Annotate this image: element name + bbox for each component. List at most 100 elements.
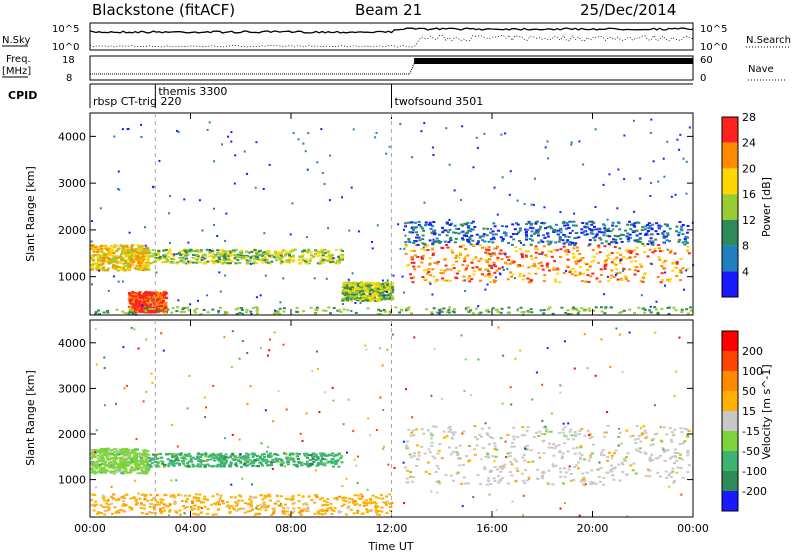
power-cell [533,265,536,267]
power-cell [109,248,112,250]
velocity-cell [561,456,564,458]
power-cell [587,281,590,283]
velocity-cell [326,508,329,510]
velocity-cell [630,435,633,437]
power-cell [675,267,678,269]
power-cell [467,225,470,227]
velocity-cell [234,496,237,498]
velocity-cell [583,478,586,480]
power-cell [601,311,604,313]
velocity-cell [610,470,613,472]
velocity-cell [676,472,679,474]
velocity-cell [243,464,246,466]
power-cell [487,270,489,272]
velocity-cell [261,458,264,460]
velocity-cell [122,500,125,502]
power-cell [342,303,344,305]
power-cell [628,221,631,223]
velocity-cell [477,474,480,476]
velocity-cell [126,458,129,460]
power-cell [298,138,300,140]
power-cell [187,261,189,263]
power-cell [202,254,205,256]
power-cell [196,249,199,251]
power-cell [151,310,154,312]
velocity-cell [433,457,436,459]
power-cell [433,239,435,241]
power-cell [689,127,691,129]
power-cell [529,238,532,240]
velocity-cell [199,463,202,465]
velocity-cell [108,466,111,468]
velocity-cell [473,425,476,427]
velocity-cell [287,507,290,509]
power-cell [310,307,313,309]
power-cell [288,254,291,256]
power-cell [497,311,500,313]
power-cell [543,237,546,239]
power-cell [458,257,461,259]
velocity-cell [140,507,143,509]
power-cell [255,187,257,189]
velocity-cell [523,482,526,484]
velocity-cell [91,504,94,506]
velocity-cell [152,458,155,460]
power-cell [192,257,195,259]
velocity-cell [95,468,98,470]
velocity-cell [126,449,129,451]
velocity-cell [147,450,150,452]
velocity-cell [123,511,126,513]
velocity-cell [558,444,561,446]
power-cell [480,312,483,314]
freq-tick-bottom: 8 [66,73,72,84]
velocity-cell [380,494,383,496]
power-cell [541,241,544,243]
power-cell [547,250,550,252]
power-cell [410,250,413,252]
power-cell [213,224,215,226]
velocity-cell [512,427,515,429]
velocity-cell [590,470,593,472]
power-cell [96,249,99,251]
velocity-cell [174,502,177,504]
power-cell [554,281,557,283]
power-cell [333,257,335,259]
velocity-cell [486,432,489,434]
power-cell [322,259,325,261]
power-cell [525,234,528,236]
velocity-cell [100,458,103,460]
power-cell [650,311,653,313]
power-cell [429,222,432,224]
power-cell [507,256,510,258]
power-cell [477,147,479,149]
velocity-cell [562,452,565,454]
power-cell [280,255,283,257]
velocity-cell [239,457,242,459]
power-cell [593,256,596,258]
power-cell [347,294,350,296]
power-cell [508,312,511,314]
power-cell [650,182,652,184]
velocity-cell [428,449,431,451]
power-cell [106,312,109,314]
velocity-cell [342,499,345,501]
velocity-cell [330,507,333,509]
velocity-cell [273,453,276,455]
velocity-cell [192,465,195,467]
power-cell [659,250,662,252]
power-cell [483,233,486,235]
power-cell [633,249,636,251]
power-cell [121,311,124,313]
velocity-cell [103,514,106,516]
power-cell [441,227,444,229]
velocity-cell [288,514,291,516]
power-cell [441,231,444,233]
power-cell [492,307,495,309]
power-cell [423,269,426,271]
velocity-cell [521,434,524,436]
velocity-cell [94,449,97,451]
velocity-cell [574,435,577,437]
velocity-cell [324,459,327,461]
power-cell [511,223,514,225]
power-cell [608,243,611,245]
